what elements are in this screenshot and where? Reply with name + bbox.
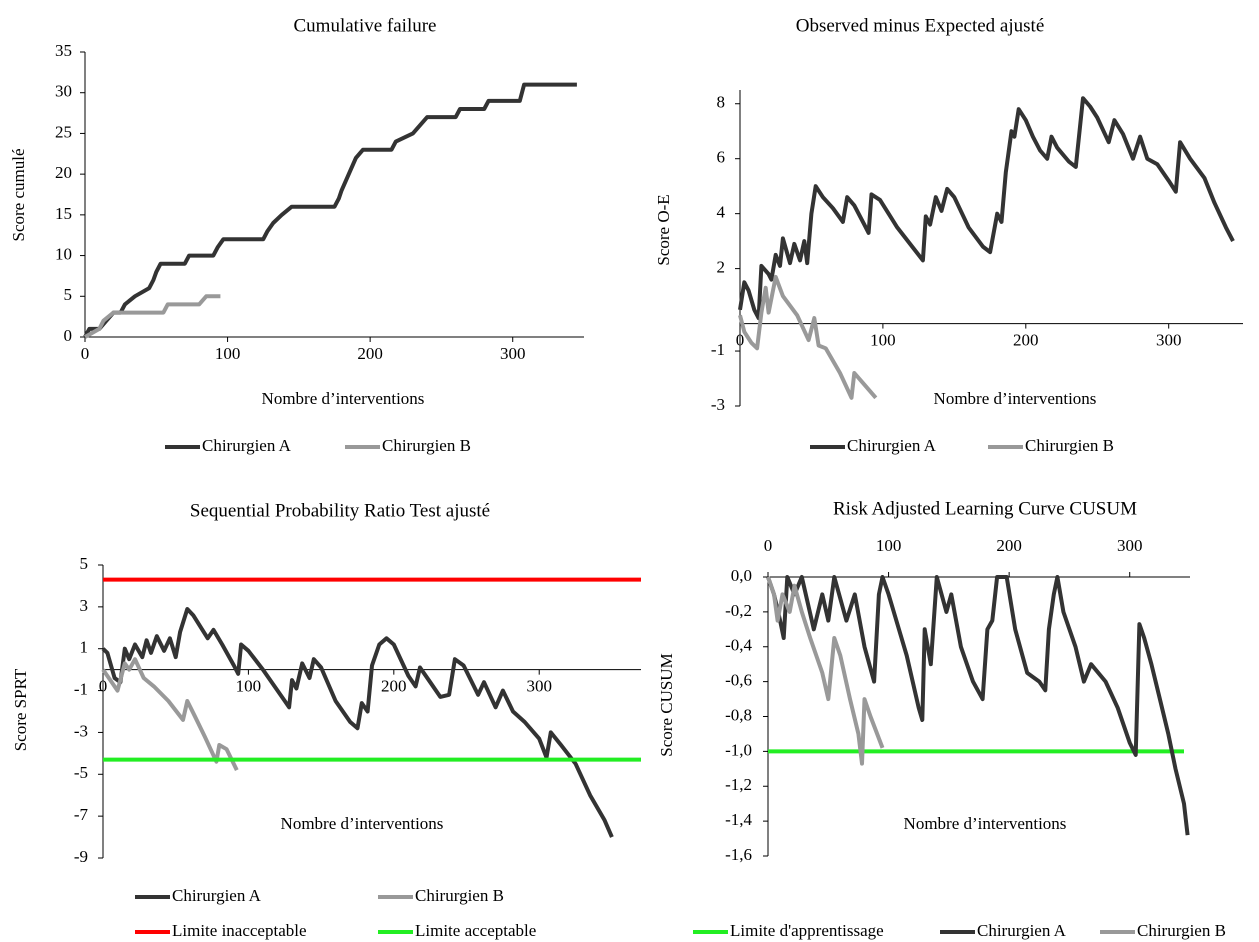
- legend-label: Chirurgien A: [172, 886, 262, 905]
- series-line: [766, 576, 885, 766]
- y-tick-label: 1: [80, 638, 89, 657]
- x-tick-label: 0: [99, 677, 108, 696]
- x-tick-label: 100: [870, 330, 896, 349]
- series-line: [738, 274, 878, 400]
- x-tick-label: 200: [996, 536, 1022, 555]
- legend-label: Chirurgien B: [415, 886, 504, 905]
- y-tick-label: 5: [64, 285, 73, 304]
- x-tick-label: 0: [736, 330, 745, 349]
- y-tick-label: 30: [55, 82, 72, 101]
- x-tick-label: 300: [526, 677, 552, 696]
- y-tick-label: 3: [80, 596, 89, 615]
- y-tick-label: -3: [74, 721, 88, 740]
- x-axis-title: Nombre d’interventions: [281, 814, 444, 833]
- y-axis-title: Score O-E: [654, 194, 673, 265]
- x-axis-title: Nombre d’interventions: [262, 389, 425, 408]
- x-tick-label: 200: [1013, 330, 1039, 349]
- y-tick-label: -1: [711, 340, 725, 359]
- y-tick-label: 15: [55, 204, 72, 223]
- chart-title: Risk Adjusted Learning Curve CUSUM: [833, 498, 1137, 519]
- y-tick-label: -0,6: [725, 671, 752, 690]
- legend-label: Limite acceptable: [415, 921, 536, 940]
- legend-label: Chirurgien A: [977, 921, 1067, 940]
- y-tick-label: -0,8: [725, 705, 752, 724]
- y-tick-label: 6: [717, 148, 726, 167]
- y-tick-label: 20: [55, 163, 72, 182]
- x-tick-label: 0: [81, 344, 90, 363]
- y-tick-label: 2: [717, 258, 726, 277]
- legend-label: Chirurgien B: [382, 436, 471, 455]
- series-line: [766, 575, 1190, 836]
- x-axis-title: Nombre d’interventions: [934, 389, 1097, 408]
- x-tick-label: 100: [876, 536, 902, 555]
- y-tick-label: -5: [74, 763, 88, 782]
- y-tick-label: 4: [717, 203, 726, 222]
- series-line: [738, 96, 1235, 321]
- y-tick-label: -3: [711, 395, 725, 414]
- legend-label: Limite d'apprentissage: [730, 921, 884, 940]
- x-axis-title: Nombre d’interventions: [904, 814, 1067, 833]
- y-tick-label: 10: [55, 244, 72, 263]
- series-line: [83, 82, 577, 338]
- legend-label: Chirurgien B: [1025, 436, 1114, 455]
- y-tick-label: -0,4: [725, 636, 752, 655]
- series-line: [84, 294, 221, 339]
- y-axis-title: Score cumulé: [9, 149, 28, 242]
- legend-label: Chirurgien A: [202, 436, 292, 455]
- y-tick-label: 0,0: [731, 566, 752, 585]
- legend-label: Chirurgien B: [1137, 921, 1226, 940]
- x-tick-label: 200: [357, 344, 383, 363]
- y-axis-title: Score SPRT: [11, 668, 30, 751]
- y-tick-label: -1,0: [725, 740, 752, 759]
- y-tick-label: 5: [80, 554, 89, 573]
- y-tick-label: 25: [55, 122, 72, 141]
- x-tick-label: 100: [236, 677, 262, 696]
- x-tick-label: 300: [500, 344, 526, 363]
- x-tick-label: 200: [381, 677, 407, 696]
- y-tick-label: -1: [74, 679, 88, 698]
- chart-title: Observed minus Expected ajusté: [796, 15, 1045, 36]
- series-line: [101, 657, 239, 771]
- x-tick-label: 0: [764, 536, 773, 555]
- y-tick-label: -7: [74, 805, 89, 824]
- y-tick-label: -0,2: [725, 601, 752, 620]
- y-tick-label: 0: [64, 326, 73, 345]
- x-tick-label: 300: [1156, 330, 1182, 349]
- y-tick-label: -9: [74, 847, 88, 866]
- series-line: [101, 607, 614, 838]
- y-tick-label: 35: [55, 41, 72, 60]
- legend-label: Limite inacceptable: [172, 921, 307, 940]
- x-tick-label: 100: [215, 344, 241, 363]
- chart-title: Sequential Probability Ratio Test ajusté: [190, 500, 490, 521]
- y-tick-label: 8: [717, 93, 726, 112]
- x-tick-label: 300: [1117, 536, 1143, 555]
- y-tick-label: -1,6: [725, 845, 752, 864]
- chart-title: Cumulative failure: [294, 15, 437, 36]
- y-axis-title: Score CUSUM: [657, 653, 676, 756]
- y-tick-label: -1,4: [725, 810, 752, 829]
- legend-label: Chirurgien A: [847, 436, 937, 455]
- y-tick-label: -1,2: [725, 775, 752, 794]
